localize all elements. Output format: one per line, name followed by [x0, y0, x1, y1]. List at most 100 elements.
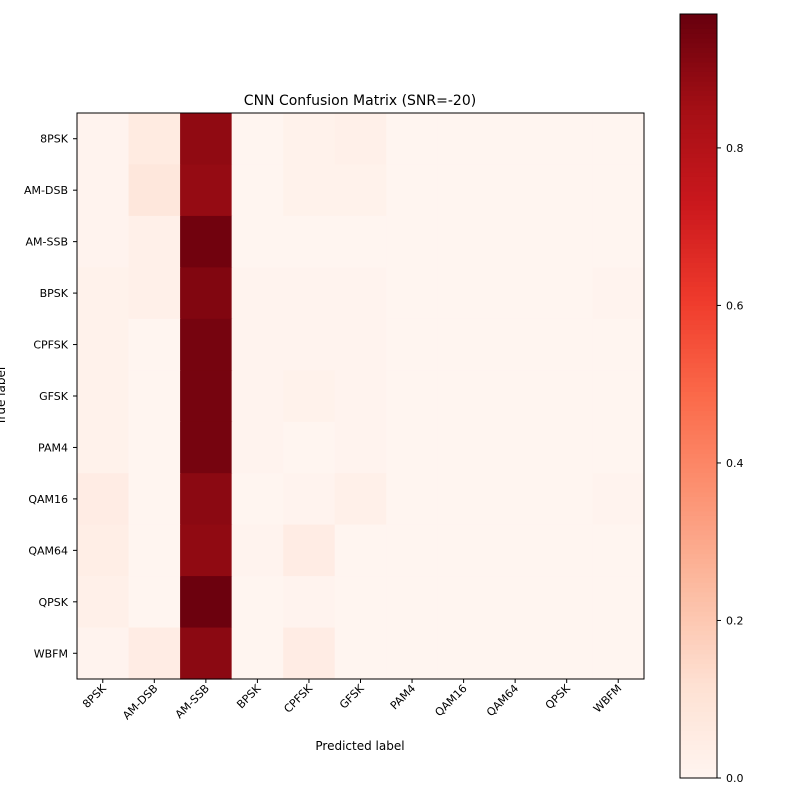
heatmap-cell: [334, 421, 387, 474]
heatmap-cell: [128, 267, 181, 320]
colorbar-segment: [680, 138, 717, 144]
chart-title: CNN Confusion Matrix (SNR=-20): [244, 93, 476, 109]
colorbar-segment: [680, 696, 717, 703]
colorbar-gradient: [680, 14, 717, 779]
heatmap-cell: [437, 215, 490, 268]
colorbar: 0.0 0.2 0.4 0.6 0.8: [679, 13, 744, 785]
colorbar-segment: [680, 190, 717, 197]
colorbar-segment: [680, 415, 717, 421]
heatmap-cell: [540, 164, 594, 217]
heatmap-cell: [592, 164, 645, 217]
heatmap-cell: [180, 215, 233, 268]
colorbar-segment: [680, 147, 717, 154]
colorbar-segment: [680, 23, 717, 29]
x-tick-label: PAM4: [388, 682, 418, 712]
heatmap-cell: [231, 370, 284, 423]
heatmap-cell: [334, 113, 387, 166]
heatmap-cell: [334, 215, 387, 268]
colorbar-segment: [680, 152, 717, 158]
colorbar-segment: [680, 28, 717, 34]
heatmap-cell: [77, 524, 130, 577]
heatmap-cell: [592, 473, 645, 526]
heatmap-cell: [231, 164, 284, 217]
colorbar-segment: [680, 271, 717, 278]
colorbar-segment: [680, 376, 717, 383]
colorbar-segment: [680, 233, 717, 240]
heatmap-cell: [334, 576, 387, 629]
heatmap-cell: [128, 318, 181, 371]
colorbar-segment: [680, 653, 717, 660]
colorbar-segment: [680, 615, 717, 622]
colorbar-segment: [680, 262, 717, 268]
y-tick-label: BPSK: [40, 287, 69, 300]
colorbar-segment: [680, 768, 717, 774]
colorbar-segment: [680, 162, 717, 168]
colorbar-segment: [680, 128, 717, 134]
colorbar-tick-label: 0.4: [726, 457, 744, 470]
heatmap-cell: [334, 627, 387, 680]
colorbar-segment: [680, 725, 717, 731]
x-tick-label: AM-DSB: [120, 682, 160, 722]
heatmap-cell: [489, 164, 542, 217]
heatmap-cell: [128, 215, 181, 268]
colorbar-segment: [680, 353, 717, 359]
colorbar-segment: [680, 758, 717, 765]
colorbar-segment: [680, 692, 717, 698]
colorbar-segment: [680, 114, 717, 120]
colorbar-segment: [680, 305, 717, 311]
colorbar-segment: [680, 300, 717, 306]
heatmap-cell: [489, 576, 542, 629]
heatmap-cell: [437, 524, 490, 577]
colorbar-segment: [680, 434, 717, 440]
colorbar-segment: [680, 171, 717, 177]
colorbar-segment: [680, 338, 717, 345]
heatmap-cell: [128, 473, 181, 526]
colorbar-segment: [680, 749, 717, 755]
heatmap-cell: [437, 113, 490, 166]
colorbar-segment: [680, 754, 717, 760]
colorbar-segment: [680, 553, 717, 559]
colorbar-segment: [680, 381, 717, 388]
colorbar-frame: [679, 13, 718, 779]
colorbar-segment: [680, 572, 717, 579]
heatmap-cell: [334, 524, 387, 577]
colorbar-segment: [680, 119, 717, 125]
heatmap-cell: [592, 524, 645, 577]
colorbar-segment: [680, 243, 717, 249]
heatmap-cell: [489, 473, 542, 526]
colorbar-segment: [680, 763, 717, 770]
heatmap-cell: [592, 576, 645, 629]
heatmap-cell: [592, 318, 645, 371]
heatmap-cell: [386, 576, 439, 629]
colorbar-segment: [680, 52, 717, 58]
heatmap-cell: [437, 267, 490, 320]
heatmap-cells: [77, 113, 645, 680]
x-tick-label: QPSK: [543, 681, 574, 712]
heatmap-cell: [386, 473, 439, 526]
y-tick-label: QAM64: [28, 544, 68, 557]
heatmap-cell: [231, 267, 284, 320]
colorbar-segment: [680, 668, 717, 674]
y-tick-label: CPFSK: [33, 339, 68, 352]
colorbar-segment: [680, 238, 717, 244]
heatmap-cell: [437, 627, 490, 680]
y-tick-label: WBFM: [34, 647, 68, 660]
colorbar-segment: [680, 37, 717, 44]
colorbar-segment: [680, 606, 717, 612]
x-tick-label: QAM64: [484, 682, 521, 719]
colorbar-segment: [680, 682, 717, 688]
colorbar-ticks: 0.0 0.2 0.4 0.6 0.8: [717, 142, 744, 785]
heatmap-cell: [334, 473, 387, 526]
colorbar-segment: [680, 458, 717, 464]
colorbar-segment: [680, 228, 717, 235]
x-axis-ticks: 8PSK AM-DSB AM-SSB BPSK CPFSK GFSK PAM4 QAM16 QA…: [80, 679, 624, 722]
heatmap-cell: [540, 473, 594, 526]
heatmap-cell: [386, 627, 439, 680]
colorbar-segment: [680, 706, 717, 712]
heatmap-cell: [386, 164, 439, 217]
colorbar-segment: [680, 467, 717, 473]
colorbar-segment: [680, 563, 717, 569]
colorbar-segment: [680, 625, 717, 631]
heatmap-cell: [128, 164, 181, 217]
colorbar-segment: [680, 620, 717, 626]
